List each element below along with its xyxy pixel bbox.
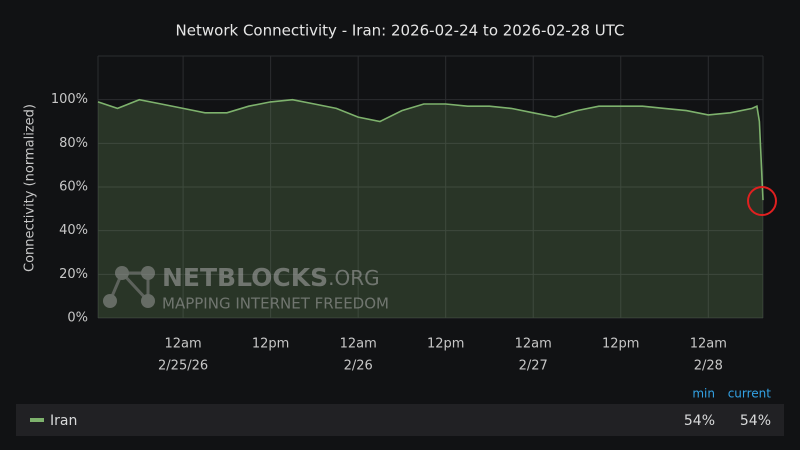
x-tick-label: 2/26 xyxy=(344,359,373,374)
y-tick-label: 80% xyxy=(59,136,88,151)
highlight-circle xyxy=(747,186,777,216)
legend-stat-value: 54% xyxy=(740,413,771,429)
x-tick-label: 12am xyxy=(165,337,202,352)
x-tick-label: 2/28 xyxy=(694,359,723,374)
y-tick-label: 60% xyxy=(59,180,88,195)
watermark-tagline: MAPPING INTERNET FREEDOM xyxy=(162,295,389,313)
y-axis-label: Connectivity (normalized) xyxy=(23,104,38,272)
y-tick-label: 20% xyxy=(59,267,88,282)
series-area xyxy=(98,99,763,318)
x-tick-label: 12pm xyxy=(252,337,289,352)
legend-stat-header: current xyxy=(728,387,772,401)
legend-stat-header: min xyxy=(692,387,715,401)
y-tick-label: 0% xyxy=(67,311,88,326)
watermark-dots xyxy=(103,266,155,308)
watermark-brand: NETBLOCKS.ORG xyxy=(162,263,380,292)
x-tick-label: 12pm xyxy=(602,337,639,352)
x-tick-label: 2/27 xyxy=(519,359,548,374)
series-line xyxy=(97,98,764,201)
x-tick-label: 12pm xyxy=(427,337,464,352)
y-tick-label: 100% xyxy=(51,92,88,107)
watermark: NETBLOCKS.ORG MAPPING INTERNET FREEDOM xyxy=(103,263,389,313)
watermark-suffix: .ORG xyxy=(328,266,380,290)
chart-title: Network Connectivity - Iran: 2026-02-24 … xyxy=(176,22,625,40)
x-tick-label: 12am xyxy=(340,337,377,352)
legend-stat-value: 54% xyxy=(684,413,715,429)
y-tick-label: 40% xyxy=(59,223,88,238)
x-tick-label: 12am xyxy=(515,337,552,352)
legend-label: Iran xyxy=(50,413,77,429)
x-tick-label: 12am xyxy=(690,337,727,352)
watermark-brand-name: NETBLOCKS xyxy=(162,263,328,292)
legend-bar xyxy=(16,404,784,436)
x-tick-label: 2/25/26 xyxy=(158,359,208,374)
